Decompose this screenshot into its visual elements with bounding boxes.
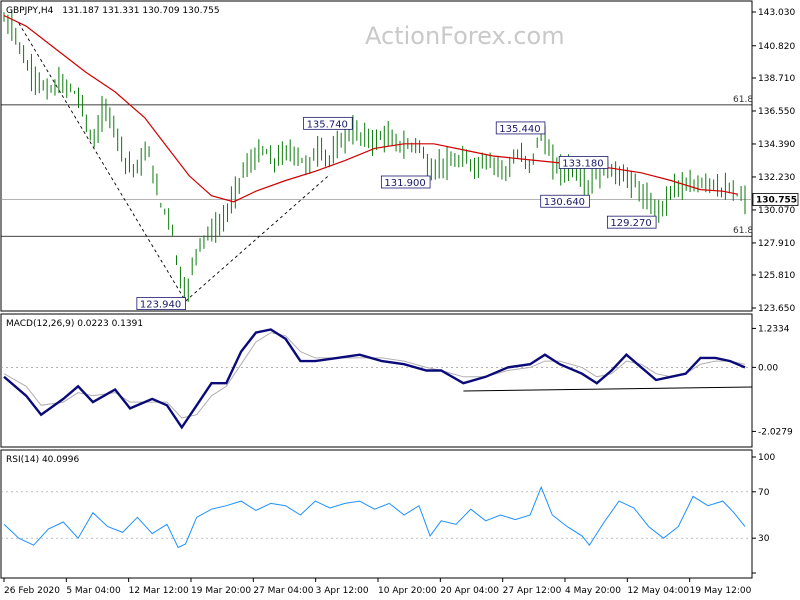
price-annotation-box — [303, 116, 353, 130]
macd-support-line — [463, 386, 753, 392]
price-annotation-label: 135.740 — [307, 119, 348, 130]
trend-line — [18, 22, 186, 302]
rsi-axis-ticks: 100 70 30 — [1, 453, 775, 574]
macd-tick-label: 0.00 — [758, 363, 778, 373]
time-tick-label: 20 Apr 04:00 — [440, 586, 499, 596]
trend-lines — [18, 22, 331, 302]
time-tick-label: 19 Mar 20:00 — [191, 586, 251, 596]
macd-tick-label: 1.2334 — [758, 324, 790, 334]
time-tick-label: 10 Apr 20:00 — [378, 586, 437, 596]
ohlc-values: 131.187 131.331 130.709 130.755 — [62, 6, 219, 16]
price-annotation-label: 123.940 — [140, 300, 181, 311]
price-pane-frame — [0, 0, 753, 312]
time-tick-label: 12 May 04:00 — [627, 586, 689, 596]
fib-levels: 61.8 61.8 — [1, 95, 753, 237]
price-tick-label: 130.070 — [758, 206, 795, 216]
rsi-tick-label: 30 — [758, 534, 770, 544]
time-tick-label: 26 Feb 2020 — [4, 586, 60, 596]
price-annotation-label: 135.440 — [499, 124, 540, 135]
macd-axis-ticks: 1.2334 0.00 -2.0279 — [1, 324, 793, 437]
price-annotation-label: 130.640 — [544, 197, 585, 208]
time-tick-label: 12 Mar 12:00 — [129, 586, 189, 596]
last-price-box — [752, 193, 799, 206]
time-tick-label: 3 Apr 12:00 — [316, 586, 369, 596]
symbol-label: GBPJPY,H4 — [6, 6, 54, 16]
fib-level-label: 61.8 — [733, 226, 753, 236]
time-tick-label: 5 Mar 04:00 — [66, 586, 121, 596]
price-annotation-box — [558, 156, 609, 169]
last-price-label: 130.755 — [756, 195, 797, 205]
price-annotations: 135.740 135.440 133.180 131.900 130.640 129.2… — [136, 116, 657, 311]
price-annotation-box — [540, 194, 590, 208]
price-annotation-label: 131.900 — [384, 178, 425, 189]
rsi-pane-frame — [0, 449, 753, 579]
price-title: GBPJPY,H4 131.187 131.331 130.709 130.75… — [6, 6, 220, 16]
watermark: ActionForex.com — [365, 22, 565, 50]
last-price-marker: 130.755 — [752, 193, 799, 206]
moving-average-line — [3, 14, 738, 203]
price-tick-label: 143.030 — [758, 8, 795, 18]
price-tick-label: 123.650 — [758, 304, 795, 314]
time-tick-label: 4 May 20:00 — [565, 586, 621, 596]
price-axis-ticks: 143.030 140.820 138.710 136.550 134.390 132.2… — [752, 8, 795, 314]
price-tick-label: 138.710 — [758, 74, 795, 84]
price-annotation-box — [606, 215, 657, 229]
macd-pane-frame — [0, 313, 753, 448]
price-tick-label: 136.550 — [758, 107, 795, 117]
macd-title: MACD(12,26,9) 0.0223 0.1391 — [6, 319, 143, 329]
price-annotation-box — [136, 297, 186, 310]
price-tick-label: 127.910 — [758, 239, 795, 249]
macd-tick-label: -2.0279 — [758, 427, 793, 437]
price-tick-label: 125.810 — [758, 271, 795, 281]
price-tick-label: 132.230 — [758, 173, 795, 183]
time-tick-label: 19 May 12:00 — [690, 586, 752, 596]
time-tick-label: 27 Apr 12:00 — [503, 586, 562, 596]
macd-line — [3, 328, 746, 430]
price-annotation-box — [380, 175, 431, 189]
price-annotation-label: 129.270 — [610, 218, 651, 229]
time-axis: 26 Feb 2020 5 Mar 04:00 12 Mar 12:00 19 Mar… — [3, 578, 752, 596]
time-tick-label: 27 Mar 04:00 — [253, 586, 313, 596]
price-annotation-label: 133.180 — [562, 158, 603, 169]
rsi-tick-label: 70 — [758, 488, 770, 498]
rsi-tick-label: 100 — [758, 453, 775, 463]
trend-line — [185, 174, 331, 302]
rsi-line — [3, 485, 746, 549]
price-tick-label: 140.820 — [758, 42, 795, 52]
rsi-title: RSI(14) 40.0996 — [6, 455, 79, 465]
price-annotation-box — [495, 121, 546, 135]
fib-level-label: 61.8 — [733, 95, 753, 105]
price-tick-label: 134.390 — [758, 140, 795, 150]
